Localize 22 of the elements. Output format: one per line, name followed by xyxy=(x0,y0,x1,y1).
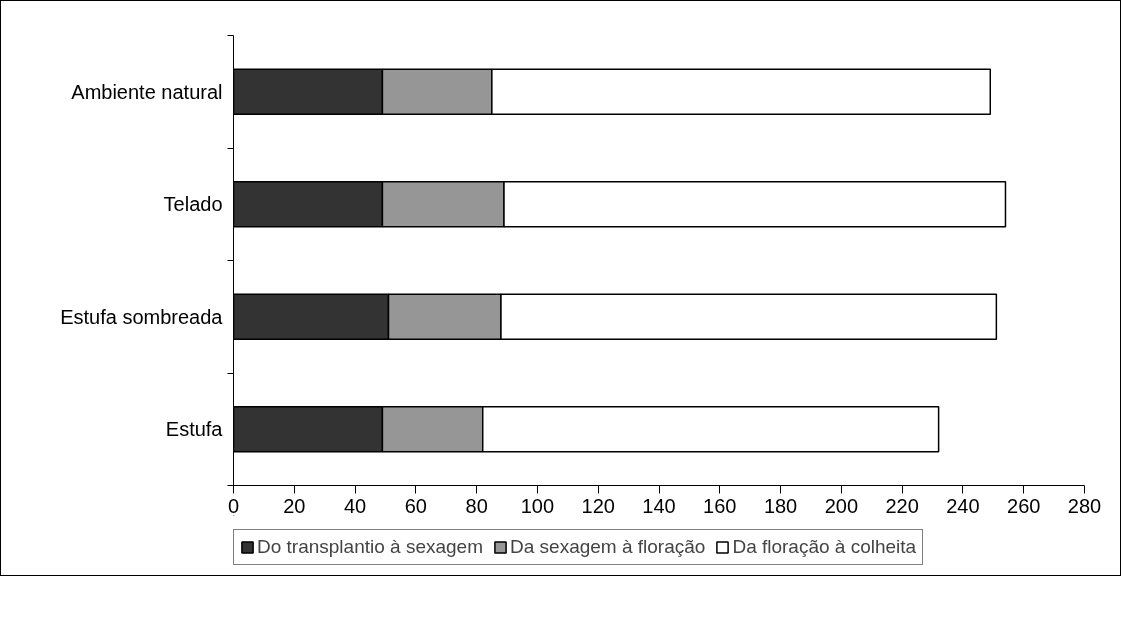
x-tick-label: 280 xyxy=(1067,494,1102,517)
x-tick-label: 240 xyxy=(946,494,980,517)
y-tick-label: Estufa sombreada xyxy=(60,305,224,328)
x-tick-label: 80 xyxy=(465,494,488,517)
x-tick-label: 220 xyxy=(885,494,919,517)
legend-label: Da floração à colheita xyxy=(732,536,917,558)
x-tick-label: 60 xyxy=(404,494,427,517)
legend-label: Da sexagem à floração xyxy=(510,536,706,558)
x-tick-label: 0 xyxy=(227,494,240,517)
y-tick-label: Estufa xyxy=(165,418,224,441)
x-tick-label: 120 xyxy=(581,494,615,517)
y-tick-label: Telado xyxy=(163,193,223,216)
x-tick-label: 160 xyxy=(703,494,737,517)
legend-label: Do transplantio à sexagem xyxy=(257,536,484,558)
x-tick-label: 180 xyxy=(763,494,798,517)
x-tick-label: 260 xyxy=(1007,494,1041,517)
x-tick-label: 40 xyxy=(343,494,367,517)
x-tick-label: 140 xyxy=(642,494,676,517)
x-tick-label: 200 xyxy=(824,494,859,517)
x-tick-label: 20 xyxy=(283,494,306,517)
y-tick-label: Ambiente natural xyxy=(71,80,223,103)
x-tick-label: 100 xyxy=(520,494,555,517)
